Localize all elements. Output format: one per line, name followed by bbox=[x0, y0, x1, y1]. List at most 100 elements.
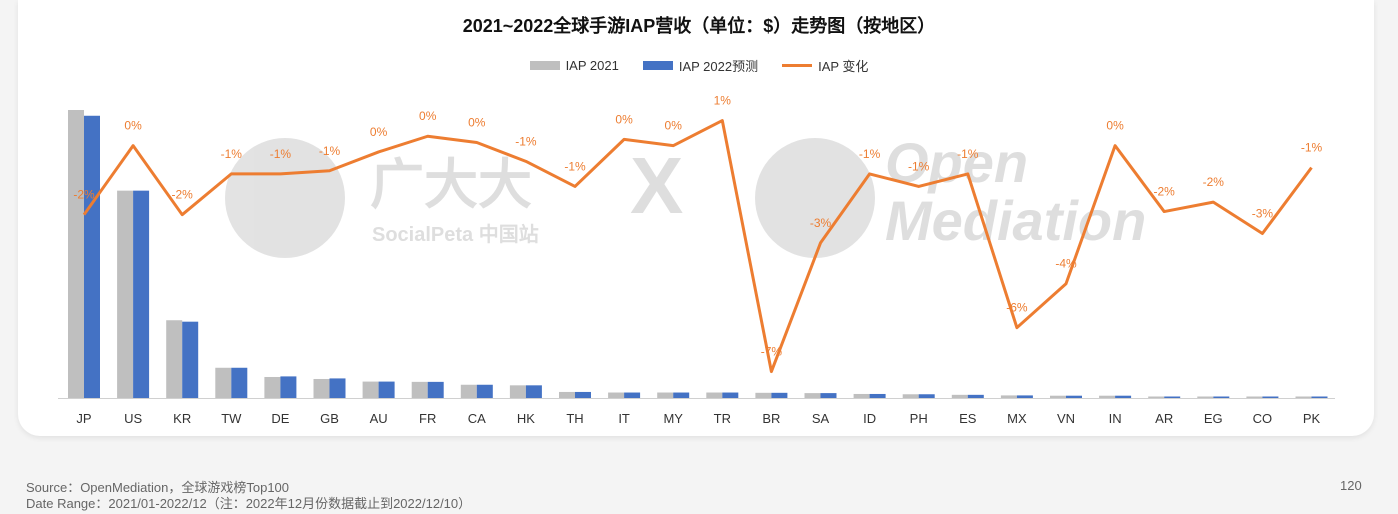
change-data-label: -1% bbox=[221, 147, 243, 161]
bar-iap2021-MX bbox=[1000, 395, 1017, 398]
bar-iap2022-TW bbox=[231, 367, 248, 398]
x-tick-label: ES bbox=[959, 411, 977, 426]
bar-iap2021-SA bbox=[804, 393, 821, 398]
change-data-label: -1% bbox=[859, 147, 881, 161]
bar-iap2021-FR bbox=[411, 381, 428, 398]
bar-iap2021-CO bbox=[1246, 396, 1263, 398]
bar-iap2022-CO bbox=[1262, 396, 1279, 398]
x-tick-label: GB bbox=[320, 411, 339, 426]
bar-iap2022-IT bbox=[624, 392, 641, 398]
x-tick-label: IN bbox=[1109, 411, 1122, 426]
legend-swatch-iap2022 bbox=[642, 61, 673, 70]
x-tick-label: IT bbox=[618, 411, 630, 426]
x-tick-label: US bbox=[124, 411, 142, 426]
x-tick-label: AU bbox=[370, 411, 388, 426]
change-data-label: -2% bbox=[73, 188, 95, 202]
bar-iap2021-US bbox=[117, 190, 134, 398]
bar-iap2021-JP bbox=[68, 110, 84, 398]
bar-iap2022-DE bbox=[280, 376, 297, 398]
x-tick-label: TR bbox=[714, 411, 731, 426]
change-data-label: -3% bbox=[810, 216, 832, 230]
change-data-label: -1% bbox=[319, 144, 341, 158]
bar-iap2021-ID bbox=[853, 393, 870, 398]
x-tick-label: ID bbox=[863, 411, 876, 426]
bar-iap2021-DE bbox=[264, 376, 281, 398]
bar-iap2022-SA bbox=[820, 393, 837, 398]
x-tick-label: CA bbox=[468, 411, 486, 426]
bar-iap2021-AR bbox=[1148, 396, 1165, 398]
bar-iap2021-TH bbox=[559, 391, 575, 398]
change-data-label: 1% bbox=[714, 94, 732, 108]
bar-iap2022-PK bbox=[1311, 396, 1328, 398]
x-tick-label: PK bbox=[1303, 411, 1321, 426]
x-tick-label: HK bbox=[517, 411, 535, 426]
bar-iap2022-ES bbox=[967, 394, 984, 398]
x-tick-label: MY bbox=[663, 411, 683, 426]
change-data-label: 0% bbox=[124, 119, 142, 133]
x-tick-label: PH bbox=[910, 411, 928, 426]
x-tick-label: VN bbox=[1057, 411, 1075, 426]
legend-item-iap2022: IAP 2022预测 bbox=[642, 56, 759, 75]
change-data-label: 0% bbox=[665, 119, 683, 133]
bar-iap2022-MY bbox=[673, 392, 690, 398]
bar-iap2021-PK bbox=[1295, 396, 1312, 398]
bar-iap2021-TR bbox=[706, 392, 723, 398]
bar-iap2021-MY bbox=[657, 392, 674, 398]
bar-iap2022-VN bbox=[1066, 395, 1082, 398]
bar-iap2022-KR bbox=[182, 321, 199, 398]
legend-label-change: IAP 变化 bbox=[818, 59, 869, 74]
change-data-label: -1% bbox=[515, 134, 537, 148]
bar-iap2021-HK bbox=[509, 385, 526, 398]
bar-iap2021-GB bbox=[313, 378, 330, 398]
change-data-labels: -2% 0% -2% -1% -1% -1% 0% 0% 0% -1% -1% 0% 0% 1% -7% -3… bbox=[73, 94, 1322, 359]
x-tick-labels: JP US KR TW DE GB AU FR CA HK TH IT MY TR BR SA ID PH ES MX… bbox=[76, 411, 1320, 426]
bar-iap2021-TW bbox=[215, 367, 232, 398]
change-data-label: -7% bbox=[761, 345, 783, 359]
bar-iap2022-GB bbox=[329, 378, 346, 398]
change-data-label: -1% bbox=[564, 159, 586, 173]
legend-label-iap2021: IAP 2021 bbox=[565, 58, 619, 73]
x-tick-label: TH bbox=[566, 411, 583, 426]
chart-title: 2021~2022全球手游IAP营收（单位：$）走势图（按地区） bbox=[462, 16, 936, 36]
x-tick-label: BR bbox=[762, 411, 780, 426]
bar-iap2022-EG bbox=[1213, 396, 1230, 398]
bar-iap2022-FR bbox=[427, 381, 444, 398]
bar-iap2022-BR bbox=[771, 392, 788, 398]
bar-iap2022-AR bbox=[1164, 396, 1181, 398]
x-tick-label: TW bbox=[221, 411, 242, 426]
legend-label-iap2022: IAP 2022预测 bbox=[678, 59, 759, 74]
x-tick-label: JP bbox=[76, 411, 91, 426]
change-data-label: -2% bbox=[172, 188, 194, 202]
bar-iap2021-ES bbox=[951, 394, 968, 398]
bar-iap2021-KR bbox=[166, 320, 183, 398]
bar-iap2022-HK bbox=[525, 385, 542, 398]
page-number: 120 bbox=[1340, 478, 1362, 493]
x-tick-label: DE bbox=[271, 411, 289, 426]
x-tick-label: EG bbox=[1204, 411, 1223, 426]
change-data-label: 0% bbox=[615, 112, 633, 126]
bar-iap2021-BR bbox=[755, 392, 772, 398]
bar-iap2022-TR bbox=[722, 392, 739, 398]
bars-layer bbox=[68, 110, 1328, 398]
bar-iap2022-AU bbox=[378, 381, 395, 398]
change-data-label: 0% bbox=[370, 125, 388, 139]
bar-iap2021-AU bbox=[362, 381, 379, 398]
change-data-label: -3% bbox=[1252, 207, 1274, 221]
x-tick-label: KR bbox=[173, 411, 191, 426]
legend: IAP 2021 IAP 2022预测 IAP 变化 bbox=[0, 56, 1398, 75]
bar-iap2021-IN bbox=[1099, 395, 1116, 398]
bar-iap2022-JP bbox=[84, 115, 100, 398]
bar-iap2022-ID bbox=[869, 393, 886, 398]
change-line bbox=[82, 119, 1313, 374]
change-data-label: -4% bbox=[1055, 257, 1077, 271]
change-data-label: -1% bbox=[957, 147, 979, 161]
change-data-label: -6% bbox=[1006, 301, 1028, 315]
x-tick-label: CO bbox=[1253, 411, 1273, 426]
change-data-label: 0% bbox=[468, 116, 486, 130]
chart-card bbox=[18, 0, 1374, 436]
x-tick-label: AR bbox=[1155, 411, 1173, 426]
bar-iap2021-IT bbox=[608, 392, 625, 398]
bar-iap2021-EG bbox=[1197, 396, 1214, 398]
legend-item-change: IAP 变化 bbox=[782, 56, 868, 75]
